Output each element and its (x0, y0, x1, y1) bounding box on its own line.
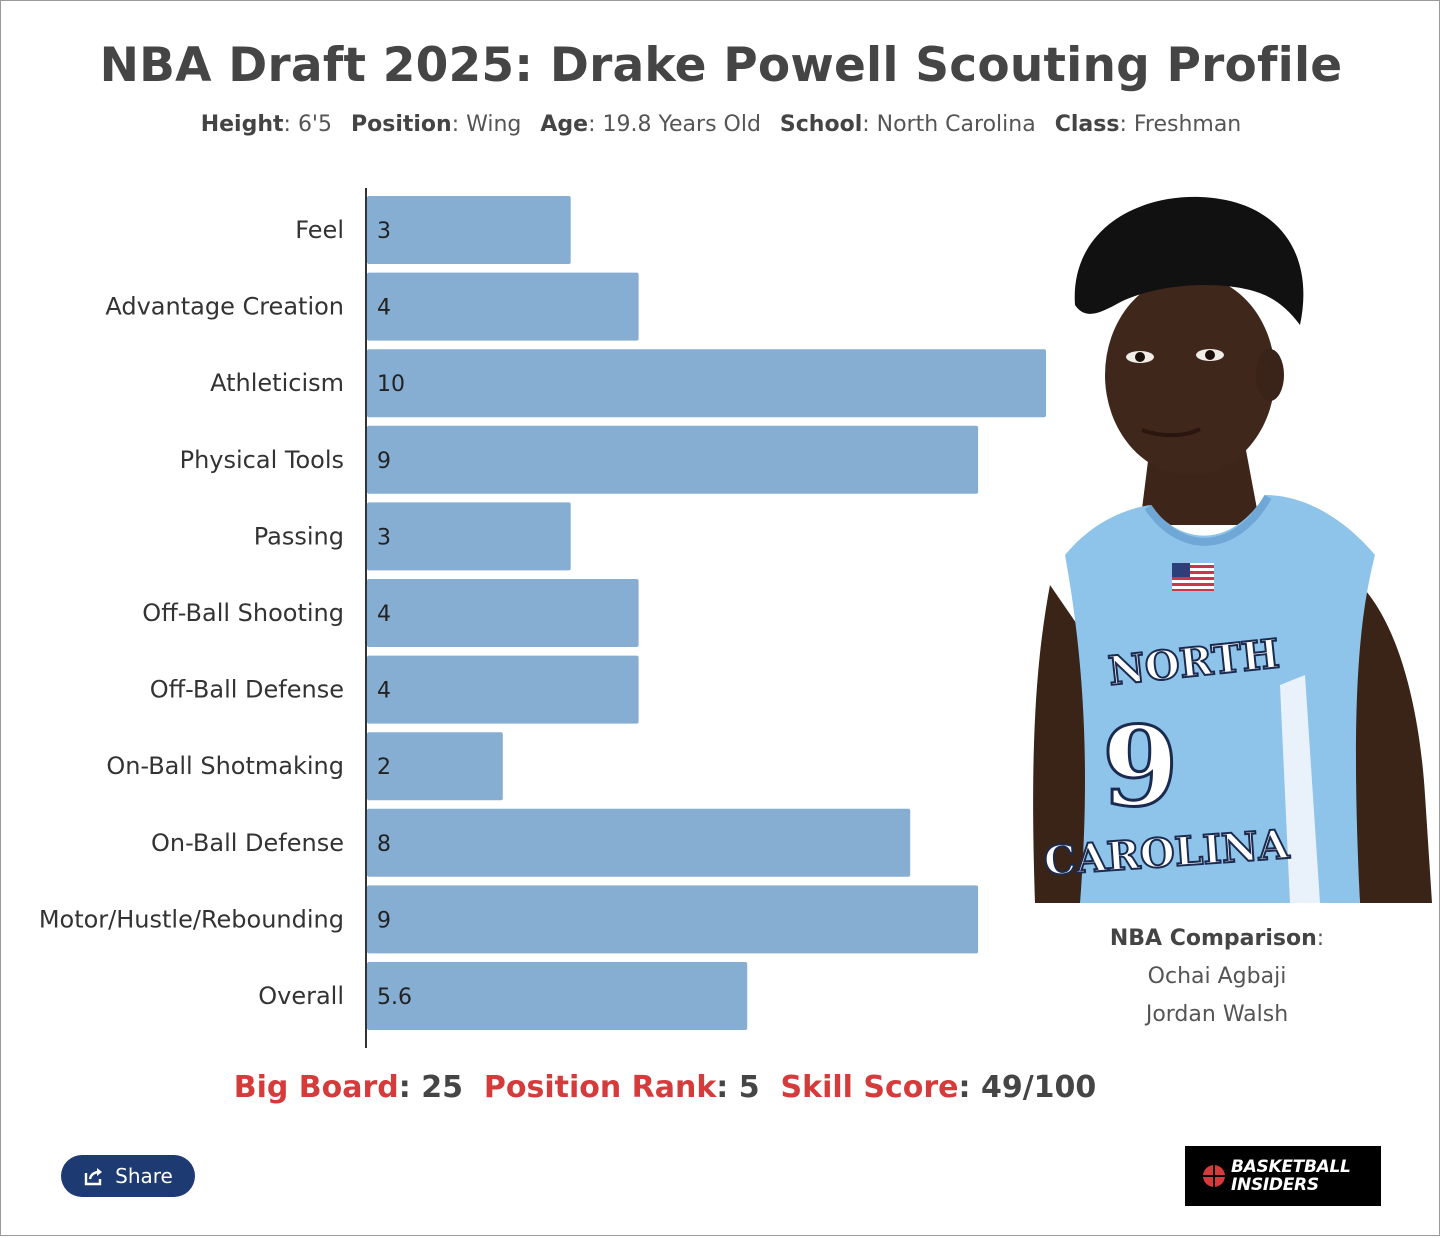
player-info: Height: 6'5 Position: Wing Age: 19.8 Yea… (200, 112, 1242, 137)
rankings: Big Board: 25 Position Rank: 5 Skill Sco… (233, 1070, 1097, 1105)
category-label: Off-Ball Shooting (142, 599, 344, 627)
comparison-player-2: Jordan Walsh (1145, 1002, 1289, 1027)
share-label: Share (115, 1164, 173, 1188)
comparison-label: NBA Comparison (1109, 926, 1317, 951)
school-label: School (779, 112, 863, 137)
position-value: Wing (466, 112, 522, 137)
value-label: 5.6 (377, 985, 412, 1010)
value-label: 4 (377, 602, 391, 627)
bar (367, 885, 979, 954)
bar (367, 196, 571, 264)
category-label: Feel (295, 216, 344, 244)
jersey-trim (1280, 675, 1320, 903)
value-label: 8 (377, 832, 391, 857)
player-hair (1074, 196, 1304, 325)
position-label: Position (350, 112, 452, 137)
value-label: 3 (377, 525, 391, 550)
player-mouth (1141, 427, 1201, 438)
category-label: On-Ball Shotmaking (106, 752, 344, 780)
bar (367, 425, 979, 494)
bar (367, 272, 639, 341)
big-board-label: Big Board (233, 1070, 399, 1105)
position-rank-label: Position Rank (483, 1070, 717, 1105)
position-rank-value: 5 (738, 1070, 760, 1105)
flag-canton (1172, 563, 1190, 577)
age-value: 19.8 Years Old (602, 112, 761, 137)
chart-title: NBA Draft 2025: Drake Powell Scouting Pr… (99, 38, 1343, 93)
basketball-insiders-logo: BASKETBALL INSIDERS (1185, 1146, 1381, 1206)
age-label: Age (540, 112, 589, 137)
value-label: 2 (377, 755, 391, 780)
category-label: Athleticism (210, 369, 344, 397)
big-board-value: 25 (421, 1070, 463, 1105)
bar (367, 808, 911, 877)
comparison-player-1: Ochai Agbaji (1147, 964, 1287, 989)
player-ear (1256, 349, 1284, 401)
category-label: Advantage Creation (105, 293, 344, 321)
value-label: 4 (377, 296, 391, 321)
value-label: 3 (377, 219, 391, 244)
jersey-number: 9 (1102, 702, 1179, 831)
category-label: Overall (258, 982, 344, 1010)
category-label: Motor/Hustle/Rebounding (39, 905, 344, 933)
bar (367, 655, 639, 724)
right-arm (1345, 575, 1432, 903)
category-label: Physical Tools (180, 446, 344, 474)
share-button[interactable]: Share (61, 1155, 195, 1197)
player-head (1105, 275, 1275, 475)
bar (367, 349, 1046, 418)
skill-score-value: 49/100 (980, 1070, 1097, 1105)
category-label: Passing (254, 522, 344, 550)
skill-score-label: Skill Score (780, 1070, 959, 1105)
flag-stripes (1172, 565, 1214, 591)
value-label: 9 (377, 449, 391, 474)
school-value: North Carolina (876, 112, 1036, 137)
logo-line-1: BASKETBALL (1231, 1157, 1351, 1177)
value-label: 4 (377, 679, 391, 704)
class-label: Class (1054, 112, 1120, 137)
value-label: 10 (377, 372, 405, 397)
class-value: Freshman (1133, 112, 1242, 137)
value-label: 9 (377, 908, 391, 933)
basketball-icon (1203, 1165, 1225, 1187)
bar (367, 732, 503, 801)
bar (367, 502, 571, 571)
bar (367, 962, 748, 1030)
player-photo: NORTH 9 CAROLINA (1033, 196, 1432, 903)
nba-comparison: NBA Comparison: Ochai Agbaji Jordan Wals… (1030, 920, 1404, 1034)
category-label: Off-Ball Defense (150, 676, 344, 704)
share-icon (84, 1168, 103, 1186)
category-label: On-Ball Defense (151, 829, 344, 857)
height-value: 6'5 (297, 112, 332, 137)
jersey-collar (1144, 495, 1272, 546)
bar (367, 579, 639, 647)
height-label: Height (200, 112, 284, 137)
logo-line-2: INSIDERS (1231, 1175, 1319, 1195)
